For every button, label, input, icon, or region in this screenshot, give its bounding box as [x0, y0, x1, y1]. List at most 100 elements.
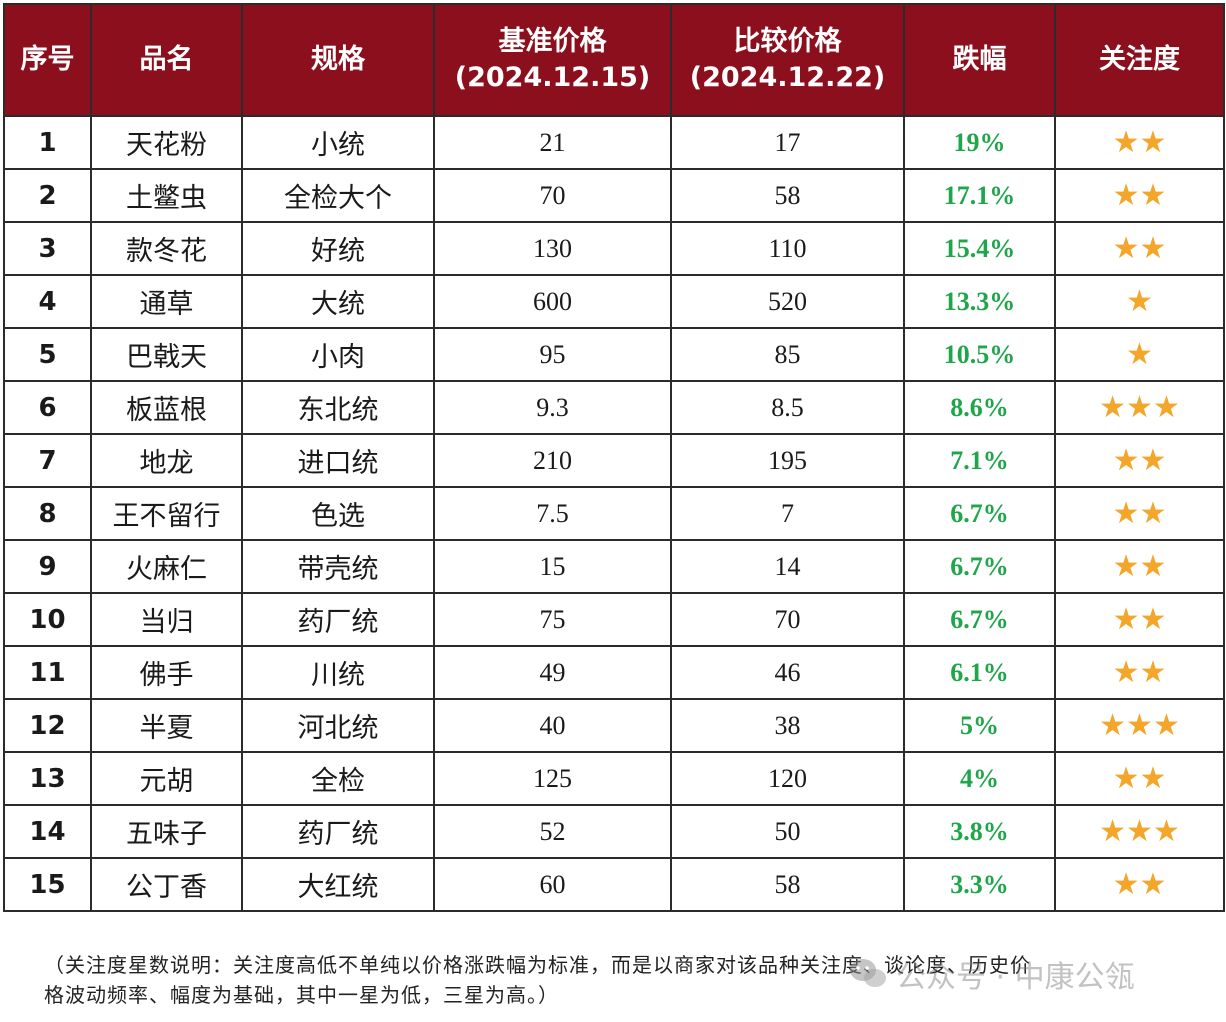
star-icon: ★ — [1139, 443, 1175, 478]
star-icon: ★ — [1139, 178, 1175, 213]
star-icon: ★ — [1139, 125, 1175, 160]
compare-price: 58 — [670, 168, 905, 223]
herb-spec: 色选 — [241, 486, 435, 541]
star-icon: ★ — [1112, 125, 1148, 160]
herb-name: 巴戟天 — [90, 327, 243, 382]
drop-percent: 6.1% — [903, 645, 1056, 700]
row-number: 11 — [3, 645, 92, 700]
drop-percent: 4% — [903, 751, 1056, 806]
compare-price: 520 — [670, 274, 905, 329]
table-row: 14 五味子 药厂统 52 50 3.8% ★★★ — [3, 804, 1225, 859]
header-base-price: 基准价格 (2024.12.15) — [433, 3, 672, 117]
table-row: 12 半夏 河北统 40 38 5% ★★★ — [3, 698, 1225, 753]
drop-percent: 19% — [903, 115, 1056, 170]
header-no: 序号 — [3, 3, 92, 117]
star-icon: ★ — [1099, 708, 1135, 743]
herb-name: 款冬花 — [90, 221, 243, 276]
star-icon: ★ — [1126, 284, 1161, 319]
header-compare-price: 比较价格 (2024.12.22) — [670, 3, 905, 117]
herb-name: 公丁香 — [90, 857, 243, 912]
row-number: 9 — [3, 539, 92, 594]
attention-rating: ★★★ — [1054, 698, 1225, 753]
herb-name: 地龙 — [90, 433, 243, 488]
herb-name: 当归 — [90, 592, 243, 647]
table-body: 1 天花粉 小统 21 17 19% ★★ 2 土鳖虫 全检大个 70 58 17.1% ★★ 3 款冬花 好统… — [3, 115, 1225, 912]
herb-spec: 川统 — [241, 645, 435, 700]
herb-spec: 带壳统 — [241, 539, 435, 594]
star-icon: ★ — [1112, 178, 1148, 213]
header-row: 序号 品名 规格 基准价格 (2024.12.15) 比较价格 (2024.12… — [3, 3, 1225, 117]
attention-rating: ★★ — [1054, 221, 1225, 276]
herb-spec: 药厂统 — [241, 592, 435, 647]
herb-name: 佛手 — [90, 645, 243, 700]
table-row: 9 火麻仁 带壳统 15 14 6.7% ★★ — [3, 539, 1225, 594]
wechat-logo-icon — [850, 959, 886, 987]
star-icon: ★ — [1152, 814, 1188, 849]
base-price: 7.5 — [433, 486, 672, 541]
star-icon: ★ — [1112, 443, 1148, 478]
herb-spec: 全检 — [241, 751, 435, 806]
base-price: 70 — [433, 168, 672, 223]
base-price: 130 — [433, 221, 672, 276]
row-number: 12 — [3, 698, 92, 753]
drop-percent: 3.8% — [903, 804, 1056, 859]
row-number: 15 — [3, 857, 92, 912]
table-row: 4 通草 大统 600 520 13.3% ★ — [3, 274, 1225, 329]
header-name: 品名 — [90, 3, 243, 117]
star-icon: ★ — [1139, 549, 1175, 584]
herb-name: 天花粉 — [90, 115, 243, 170]
attention-rating: ★★ — [1054, 115, 1225, 170]
watermark-text: 公众号 · 中康公瓴 — [896, 960, 1135, 995]
table-row: 2 土鳖虫 全检大个 70 58 17.1% ★★ — [3, 168, 1225, 223]
row-number: 13 — [3, 751, 92, 806]
base-price: 52 — [433, 804, 672, 859]
drop-percent: 17.1% — [903, 168, 1056, 223]
base-price: 600 — [433, 274, 672, 329]
header-drop: 跌幅 — [903, 3, 1056, 117]
base-price: 21 — [433, 115, 672, 170]
table-row: 11 佛手 川统 49 46 6.1% ★★ — [3, 645, 1225, 700]
attention-rating: ★★★ — [1054, 380, 1225, 435]
compare-price: 8.5 — [670, 380, 905, 435]
compare-price: 70 — [670, 592, 905, 647]
base-price: 125 — [433, 751, 672, 806]
star-icon: ★ — [1139, 496, 1175, 531]
herb-spec: 大统 — [241, 274, 435, 329]
star-icon: ★ — [1139, 655, 1175, 690]
base-price: 49 — [433, 645, 672, 700]
star-icon: ★ — [1126, 337, 1161, 372]
header-compare-price-date: (2024.12.22) — [689, 62, 886, 93]
row-number: 14 — [3, 804, 92, 859]
table-header: 序号 品名 规格 基准价格 (2024.12.15) 比较价格 (2024.12… — [3, 3, 1225, 117]
compare-price: 110 — [670, 221, 905, 276]
star-icon: ★ — [1126, 390, 1161, 425]
star-icon: ★ — [1139, 761, 1175, 796]
table-row: 3 款冬花 好统 130 110 15.4% ★★ — [3, 221, 1225, 276]
table-row: 13 元胡 全检 125 120 4% ★★ — [3, 751, 1225, 806]
header-base-price-label: 基准价格 — [498, 26, 607, 57]
attention-rating: ★★ — [1054, 857, 1225, 912]
star-icon: ★ — [1139, 602, 1175, 637]
attention-rating: ★★★ — [1054, 804, 1225, 859]
drop-percent: 6.7% — [903, 486, 1056, 541]
herb-spec: 大红统 — [241, 857, 435, 912]
attention-rating: ★★ — [1054, 433, 1225, 488]
star-icon: ★ — [1152, 708, 1188, 743]
star-icon: ★ — [1139, 231, 1175, 266]
drop-percent: 3.3% — [903, 857, 1056, 912]
herb-name: 王不留行 — [90, 486, 243, 541]
base-price: 40 — [433, 698, 672, 753]
attention-rating: ★★ — [1054, 645, 1225, 700]
row-number: 4 — [3, 274, 92, 329]
star-icon: ★ — [1112, 761, 1148, 796]
row-number: 5 — [3, 327, 92, 382]
watermark: 公众号 · 中康公瓴 — [848, 952, 1135, 996]
base-price: 95 — [433, 327, 672, 382]
star-icon: ★ — [1099, 814, 1135, 849]
compare-price: 17 — [670, 115, 905, 170]
base-price: 75 — [433, 592, 672, 647]
star-icon: ★ — [1112, 231, 1148, 266]
star-icon: ★ — [1112, 867, 1148, 902]
star-icon: ★ — [1112, 655, 1148, 690]
table-row: 6 板蓝根 东北统 9.3 8.5 8.6% ★★★ — [3, 380, 1225, 435]
